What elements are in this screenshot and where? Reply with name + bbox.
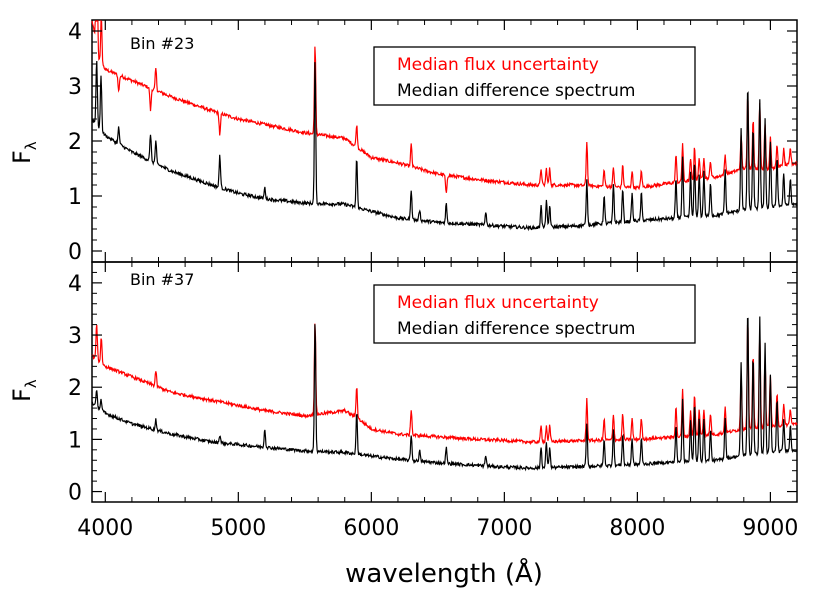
bin23-difference-line bbox=[91, 60, 798, 232]
y-tick-label: 0 bbox=[68, 240, 82, 265]
panel-bin37-uncertainty-series bbox=[91, 323, 798, 446]
panel-bin37-legend-uncertainty: Median flux uncertainty bbox=[397, 293, 599, 313]
panel-bin23-x-ticks bbox=[104, 20, 771, 262]
panel-bin23-label: Bin #23 bbox=[130, 34, 194, 53]
panel-bin37-legend-difference: Median difference spectrum bbox=[397, 319, 635, 339]
panel-bin37-frame bbox=[91, 261, 798, 503]
bin23-uncertainty-line bbox=[91, 19, 798, 193]
y-tick-label: 2 bbox=[68, 376, 82, 401]
panel-bin23-legend-difference: Median difference spectrum bbox=[397, 81, 635, 101]
panel-bin37-difference-series bbox=[91, 316, 798, 472]
panel-bin37-ylabel: Fλ bbox=[8, 379, 40, 402]
panel-bin37-legend-box bbox=[373, 284, 696, 344]
y-tick-label: 3 bbox=[68, 324, 82, 349]
panel-bin23-ylabel: Fλ bbox=[8, 141, 40, 164]
panel-bin23-uncertainty-series bbox=[91, 19, 798, 193]
x-tick-label: 5000 bbox=[210, 516, 266, 541]
panel-bin37-label: Bin #37 bbox=[130, 270, 194, 289]
y-tick-label: 0 bbox=[68, 481, 82, 506]
panel-bin37-legend: Median flux uncertainty Median differenc… bbox=[373, 284, 696, 344]
panel-bin37-x-ticks bbox=[104, 262, 771, 502]
panel-bin23-legend-uncertainty: Median flux uncertainty bbox=[397, 55, 599, 75]
y-tick-label: 4 bbox=[68, 20, 82, 45]
panel-bin23-legend: Median flux uncertainty Median differenc… bbox=[373, 46, 696, 106]
y-tick-label: 1 bbox=[68, 428, 82, 453]
bin37-uncertainty-line bbox=[91, 323, 798, 446]
x-tick-labels: 4000 5000 6000 7000 8000 9000 bbox=[77, 516, 798, 541]
x-tick-label: 7000 bbox=[476, 516, 532, 541]
x-tick-label: 8000 bbox=[609, 516, 665, 541]
bin37-difference-line bbox=[91, 316, 798, 472]
panel-bin37-y-ticks: 0 1 2 3 4 bbox=[68, 272, 797, 506]
y-tick-label: 3 bbox=[68, 75, 82, 100]
panel-bin23-legend-box bbox=[373, 46, 696, 106]
panel-bin23-y-ticks: 0 1 2 3 4 bbox=[68, 20, 797, 265]
x-tick-label: 6000 bbox=[343, 516, 399, 541]
y-tick-label: 4 bbox=[68, 272, 82, 297]
x-tick-label: 4000 bbox=[77, 516, 133, 541]
x-tick-label: 9000 bbox=[742, 516, 798, 541]
x-axis-label: wavelength (Å) bbox=[345, 557, 543, 589]
y-tick-label: 2 bbox=[68, 130, 82, 155]
panel-bin23: 0 1 2 3 4 Bin #23 Median flux uncertainty Me… bbox=[8, 19, 798, 265]
y-tick-label: 1 bbox=[68, 185, 82, 210]
panel-bin37: 0 1 2 3 4 Bin #37 Median flux uncertainty Me… bbox=[8, 261, 798, 506]
panel-bin23-difference-series bbox=[91, 60, 798, 232]
